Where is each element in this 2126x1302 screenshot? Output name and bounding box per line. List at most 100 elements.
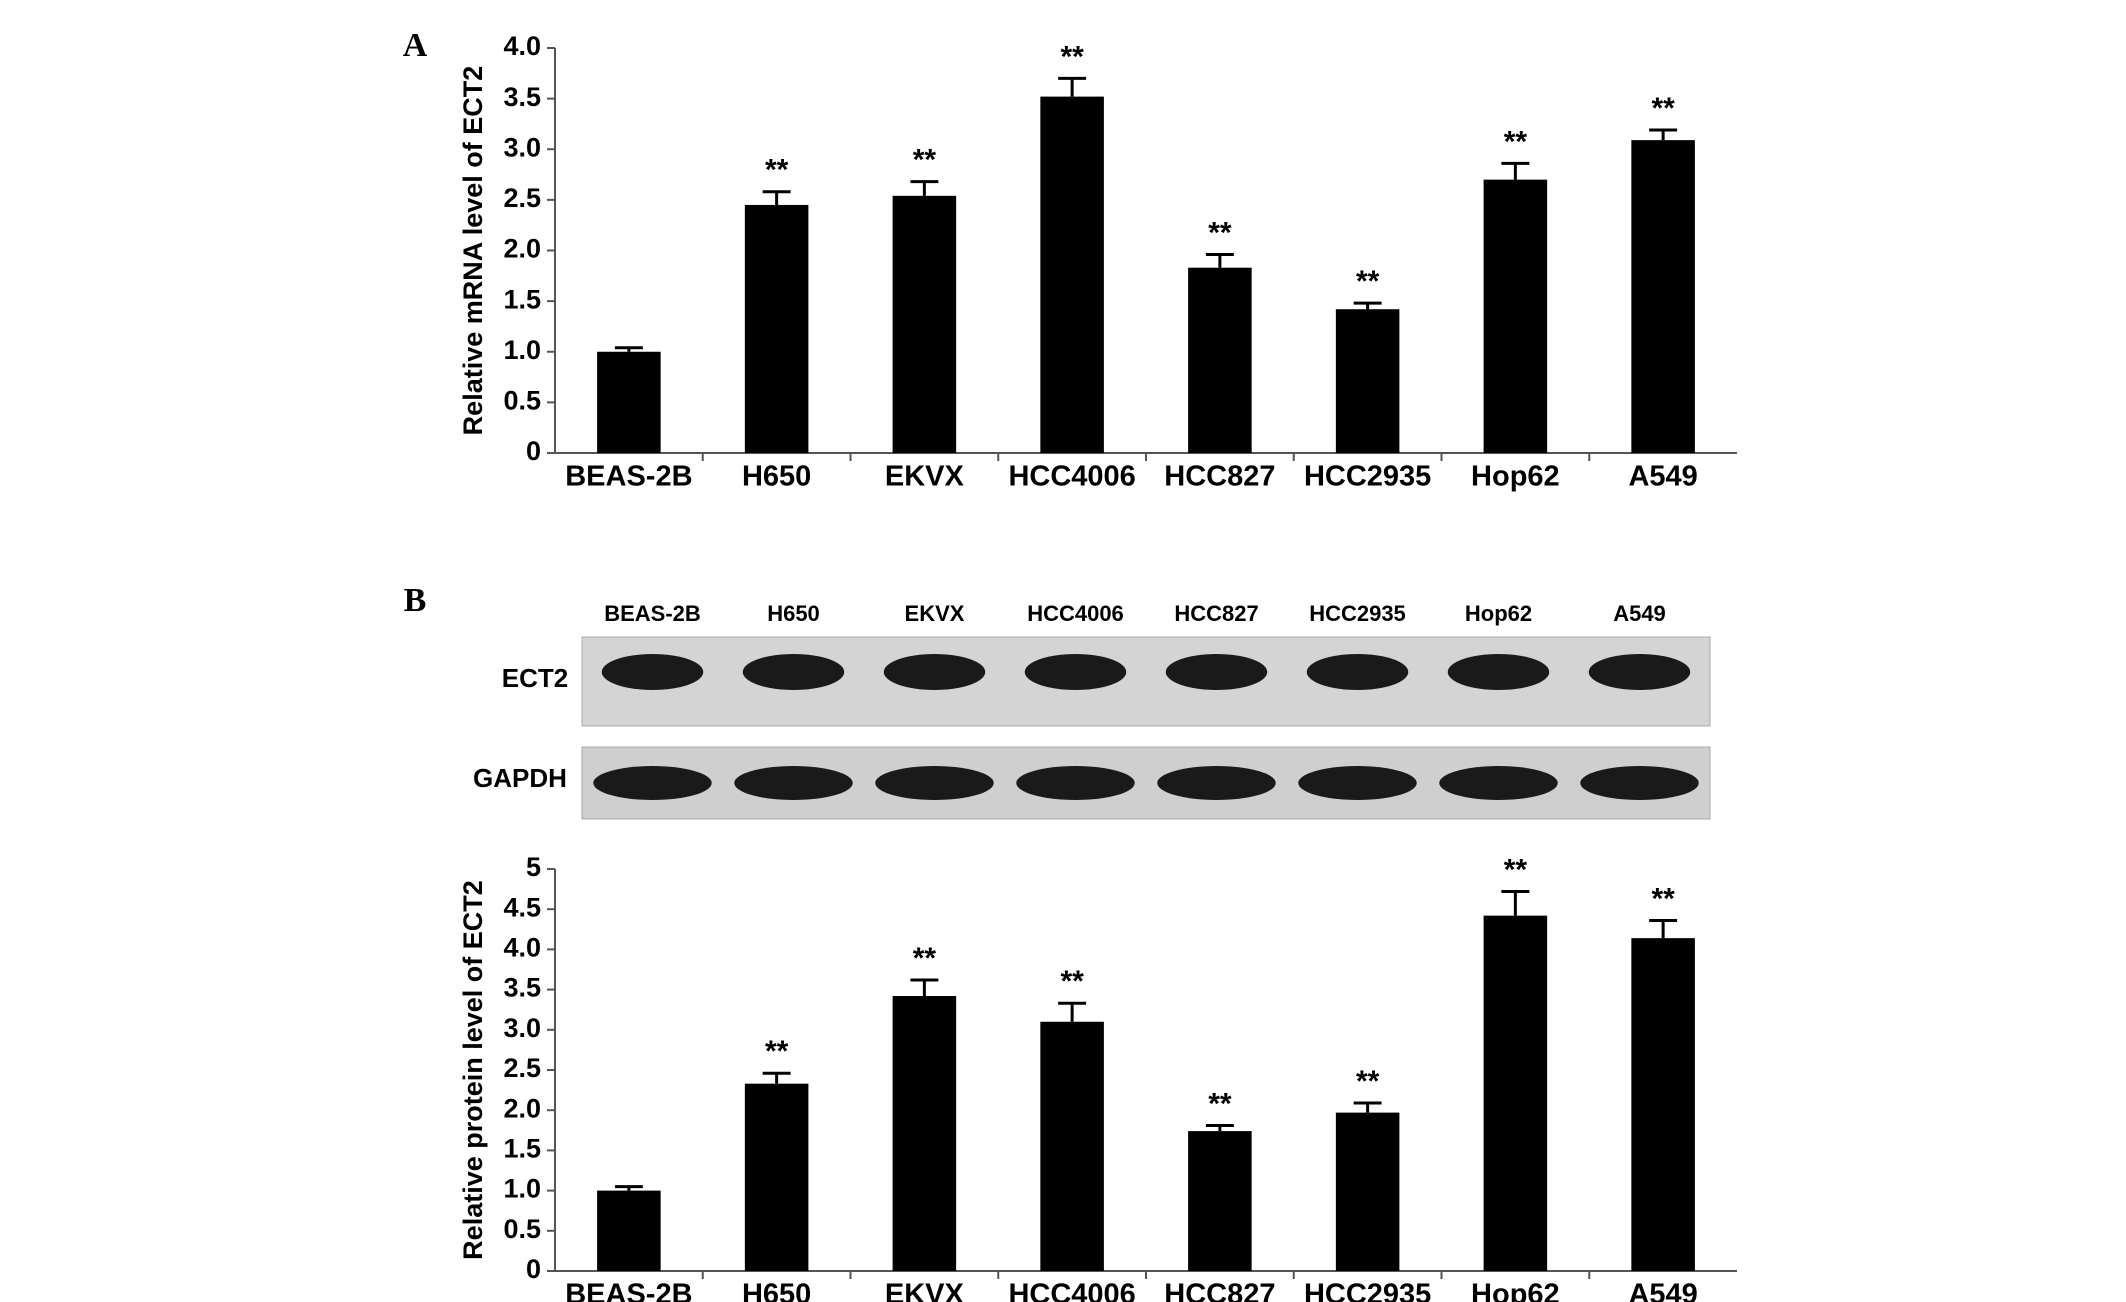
significance-label: ** bbox=[1060, 965, 1084, 998]
error-bar bbox=[1205, 253, 1234, 268]
blot-band bbox=[742, 654, 845, 690]
x-tick-label: HCC827 bbox=[1164, 1279, 1275, 1302]
error-bar bbox=[1058, 76, 1087, 97]
bar bbox=[1335, 309, 1400, 453]
x-tick-label: BEAS-2B bbox=[565, 461, 692, 493]
significance-label: ** bbox=[765, 154, 789, 187]
y-tick-label: 3.5 bbox=[503, 973, 541, 1003]
significance-label: ** bbox=[1060, 40, 1084, 73]
blot-band bbox=[734, 766, 853, 800]
x-tick-label: A549 bbox=[1628, 1279, 1697, 1302]
y-axis-title: Relative protein level of ECT2 bbox=[458, 880, 488, 1260]
blot-band bbox=[883, 654, 986, 690]
y-tick-label: 4.0 bbox=[503, 933, 541, 963]
significance-label: ** bbox=[1504, 125, 1528, 158]
error-bar bbox=[910, 180, 939, 196]
bar bbox=[1188, 1131, 1252, 1271]
y-tick-label: 2.0 bbox=[503, 234, 541, 264]
y-tick-label: 0 bbox=[526, 1254, 541, 1284]
significance-label: ** bbox=[913, 144, 937, 177]
blot-band bbox=[1024, 654, 1127, 690]
y-tick-label: 1.0 bbox=[503, 1174, 541, 1204]
significance-label: ** bbox=[1651, 882, 1675, 915]
y-axis-title: Relative mRNA level of ECT2 bbox=[458, 66, 488, 436]
y-tick-label: 3.0 bbox=[503, 132, 541, 162]
error-bar bbox=[614, 346, 643, 352]
x-tick-label: HCC4006 bbox=[1008, 461, 1135, 493]
y-tick-label: 1.5 bbox=[503, 284, 541, 314]
bar bbox=[892, 195, 957, 453]
bar bbox=[597, 351, 661, 453]
panel-label: A bbox=[403, 27, 428, 64]
y-tick-label: 1.0 bbox=[503, 335, 541, 365]
blot-band bbox=[1588, 654, 1691, 690]
bar bbox=[892, 996, 957, 1271]
y-tick-label: 0 bbox=[526, 436, 541, 466]
significance-label: ** bbox=[1504, 853, 1528, 886]
x-tick-label: HCC827 bbox=[1164, 461, 1275, 493]
x-tick-label: H650 bbox=[742, 1279, 811, 1302]
x-tick-label: EKVX bbox=[885, 1279, 965, 1302]
lane-label: HCC2935 bbox=[1309, 601, 1406, 626]
bar bbox=[744, 1083, 809, 1271]
significance-label: ** bbox=[1208, 1087, 1232, 1120]
significance-label: ** bbox=[1356, 1065, 1380, 1098]
lane-label: HCC827 bbox=[1174, 601, 1258, 626]
bar bbox=[1040, 96, 1104, 453]
blot-band bbox=[1580, 766, 1699, 800]
bar bbox=[1483, 179, 1548, 453]
significance-label: ** bbox=[765, 1035, 789, 1068]
error-bar bbox=[1058, 1001, 1087, 1022]
y-tick-label: 0.5 bbox=[503, 386, 541, 416]
lane-label: Hop62 bbox=[1465, 601, 1532, 626]
x-tick-label: EKVX bbox=[885, 461, 965, 493]
y-tick-label: 1.5 bbox=[503, 1134, 541, 1164]
blot-band bbox=[1439, 766, 1558, 800]
bar bbox=[1335, 1112, 1400, 1271]
y-tick-label: 3.5 bbox=[503, 82, 541, 112]
x-tick-label: H650 bbox=[742, 461, 811, 493]
bar bbox=[597, 1190, 661, 1271]
x-tick-label: Hop62 bbox=[1471, 1279, 1560, 1302]
significance-label: ** bbox=[913, 942, 937, 975]
significance-label: ** bbox=[1651, 92, 1675, 125]
error-bar bbox=[1649, 918, 1678, 939]
blot-band bbox=[1157, 766, 1276, 800]
error-bar bbox=[1353, 1101, 1382, 1113]
y-tick-label: 2.0 bbox=[503, 1093, 541, 1123]
y-tick-label: 5 bbox=[526, 852, 541, 882]
row-label: ECT2 bbox=[502, 663, 568, 693]
y-tick-label: 4.0 bbox=[503, 31, 541, 61]
lane-label: EKVX bbox=[905, 601, 965, 626]
blot-band bbox=[1447, 654, 1550, 690]
blot-band bbox=[1165, 654, 1268, 690]
blot-band bbox=[593, 766, 712, 800]
y-tick-label: 4.5 bbox=[503, 892, 541, 922]
x-tick-label: HCC4006 bbox=[1008, 1279, 1135, 1302]
error-bar bbox=[762, 190, 791, 205]
bar bbox=[1631, 140, 1695, 453]
error-bar bbox=[1649, 128, 1678, 141]
blot-band bbox=[1016, 766, 1135, 800]
error-bar bbox=[614, 1185, 643, 1191]
x-tick-label: HCC2935 bbox=[1304, 461, 1431, 493]
row-label: GAPDH bbox=[473, 763, 567, 793]
y-tick-label: 2.5 bbox=[503, 1053, 541, 1083]
bar bbox=[1040, 1021, 1104, 1271]
x-tick-label: BEAS-2B bbox=[565, 1279, 692, 1302]
x-tick-label: A549 bbox=[1628, 461, 1697, 493]
blot-band bbox=[1306, 654, 1409, 690]
x-tick-label: Hop62 bbox=[1471, 461, 1560, 493]
error-bar bbox=[1501, 890, 1530, 916]
bar bbox=[1188, 267, 1252, 453]
bar bbox=[1631, 938, 1695, 1271]
blot-band bbox=[875, 766, 994, 800]
lane-label: A549 bbox=[1613, 601, 1666, 626]
blot-band bbox=[601, 654, 704, 690]
blot-band bbox=[1298, 766, 1417, 800]
y-tick-label: 0.5 bbox=[503, 1214, 541, 1244]
error-bar bbox=[1353, 301, 1382, 310]
lane-label: H650 bbox=[767, 601, 820, 626]
y-tick-label: 2.5 bbox=[503, 183, 541, 213]
